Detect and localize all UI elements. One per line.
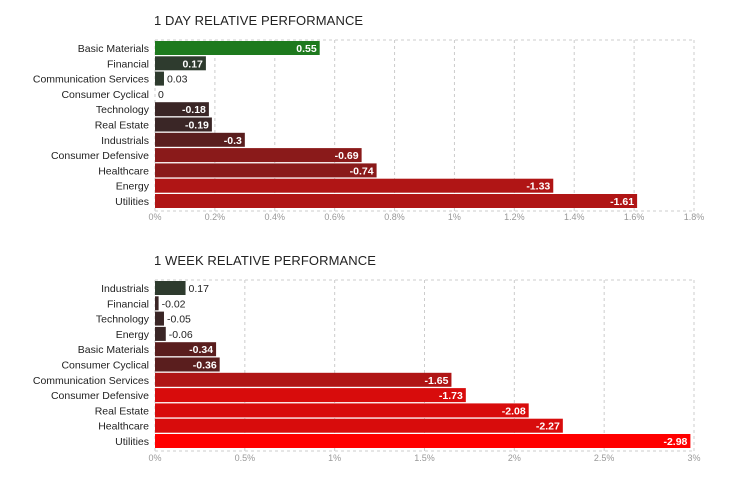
- data-label: 0: [158, 89, 164, 101]
- bar: [155, 372, 452, 387]
- data-label: -0.3: [224, 135, 242, 147]
- data-label: -0.19: [185, 120, 209, 132]
- x-tick-label: 2.5%: [594, 453, 615, 463]
- data-label: -0.02: [162, 298, 186, 310]
- category-label: Financial: [107, 58, 149, 70]
- data-label: -1.33: [526, 181, 550, 193]
- data-label: -1.65: [425, 375, 449, 387]
- x-tick-label: 3%: [687, 453, 700, 463]
- x-tick-label: 0.2%: [205, 212, 226, 222]
- data-label: 0.03: [167, 74, 188, 86]
- bar: [155, 71, 164, 86]
- data-label: -2.27: [536, 421, 560, 433]
- category-label: Communication Services: [33, 375, 149, 387]
- category-label: Technology: [96, 314, 150, 326]
- x-tick-label: 1%: [448, 212, 461, 222]
- x-tick-label: 1.4%: [564, 212, 585, 222]
- data-label: -0.05: [167, 314, 191, 326]
- x-tick-label: 1.5%: [414, 453, 435, 463]
- bar: [155, 178, 554, 193]
- bar: [155, 194, 638, 208]
- bar: [155, 117, 212, 132]
- bar: [155, 281, 186, 295]
- category-label: Healthcare: [98, 165, 149, 177]
- data-label: -2.08: [502, 405, 526, 417]
- bar: [155, 357, 220, 372]
- data-label: 0.55: [296, 43, 317, 55]
- x-tick-label: 0.8%: [384, 212, 405, 222]
- bar: [155, 132, 245, 147]
- category-label: Utilities: [115, 436, 149, 448]
- data-label: 0.17: [189, 283, 210, 295]
- category-label: Industrials: [101, 135, 149, 147]
- chart-1week: 0% 0.5% 1% 1.5% 2% 2.5% 3% Industrials 0.17 Finan…: [33, 279, 701, 463]
- bar: [155, 296, 159, 311]
- category-label: Healthcare: [98, 421, 149, 433]
- bar: [155, 326, 166, 341]
- x-tick-label: 1.2%: [504, 212, 525, 222]
- x-tick-label: 1%: [328, 453, 341, 463]
- chart-title-1week: 1 WEEK RELATIVE PERFORMANCE: [154, 253, 377, 268]
- x-tick-label: 1.8%: [684, 212, 705, 222]
- category-label: Real Estate: [95, 120, 149, 132]
- category-label: Technology: [96, 104, 150, 116]
- category-label: Utilities: [115, 196, 149, 208]
- data-label: -1.73: [439, 390, 463, 402]
- bar: [155, 388, 466, 403]
- category-label: Industrials: [101, 283, 149, 295]
- data-label: -2.98: [663, 436, 687, 448]
- category-label: Energy: [116, 181, 150, 193]
- category-label: Real Estate: [95, 405, 149, 417]
- x-tick-label: 0.5%: [235, 453, 256, 463]
- data-label: -0.74: [350, 165, 374, 177]
- x-tick-label: 2%: [508, 453, 521, 463]
- bar: [155, 434, 691, 448]
- bar: [155, 41, 320, 55]
- category-label: Basic Materials: [78, 344, 149, 356]
- category-label: Consumer Defensive: [51, 150, 149, 162]
- category-label: Financial: [107, 298, 149, 310]
- bar: [155, 403, 529, 418]
- x-tick-label: 1.6%: [624, 212, 645, 222]
- x-tick-label: 0.4%: [265, 212, 286, 222]
- category-label: Basic Materials: [78, 43, 149, 55]
- x-tick-label: 0%: [148, 212, 161, 222]
- x-tick-label: 0.6%: [324, 212, 345, 222]
- category-label: Energy: [116, 329, 150, 341]
- bar: [155, 56, 206, 71]
- bar: [155, 418, 563, 433]
- data-label: -0.18: [182, 104, 206, 116]
- category-label: Consumer Cyclical: [61, 89, 149, 101]
- data-label: 0.17: [182, 58, 203, 70]
- data-label: -0.69: [335, 150, 359, 162]
- bar: [155, 148, 362, 163]
- data-label: -0.34: [189, 344, 213, 356]
- bar: [155, 102, 209, 117]
- data-label: -0.36: [193, 360, 217, 372]
- category-label: Consumer Cyclical: [61, 360, 149, 372]
- category-label: Consumer Defensive: [51, 390, 149, 402]
- data-label: -1.61: [610, 196, 634, 208]
- chart-1day: 0% 0.2% 0.4% 0.6% 0.8% 1% 1.2% 1.4% 1.6% 1.8% Basi…: [33, 39, 705, 222]
- bar: [155, 311, 164, 326]
- data-label: -0.06: [169, 329, 193, 341]
- category-label: Communication Services: [33, 74, 149, 86]
- chart-title-1day: 1 DAY RELATIVE PERFORMANCE: [154, 13, 364, 28]
- x-tick-label: 0%: [148, 453, 161, 463]
- bar: [155, 342, 217, 357]
- bar: [155, 163, 377, 178]
